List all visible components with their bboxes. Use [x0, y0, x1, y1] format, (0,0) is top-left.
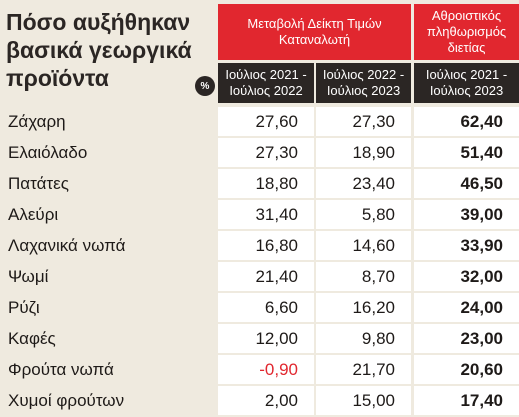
cell-value: 16,80: [218, 231, 314, 260]
cell-value: 2,00: [218, 386, 314, 415]
row-label: Χυμοί φρούτων: [8, 390, 125, 410]
cell-value: 51,40: [414, 138, 519, 167]
cell-value: 27,30: [218, 138, 314, 167]
cell-value: 27,30: [316, 107, 411, 136]
cell-value: -0,90: [218, 355, 314, 384]
group-header: Μεταβολή Δείκτη Τιμών Καταναλωτή: [218, 4, 411, 60]
cell-value: 62,40: [414, 107, 519, 136]
row-label: Αλεύρι: [8, 204, 59, 224]
row-label: Πατάτες: [8, 173, 69, 193]
title-line: βασικά γεωργικά: [6, 37, 192, 63]
cell-value: 33,90: [414, 231, 519, 260]
cell-value: 20,60: [414, 355, 519, 384]
row-label: Λαχανικά νωπά: [8, 235, 126, 255]
column-header: Ιούλιος 2022 - Ιούλιος 2023: [316, 63, 411, 103]
percent-badge: %: [195, 76, 215, 96]
row-label: Ζάχαρη: [8, 111, 66, 131]
cell-value: 46,50: [414, 169, 519, 198]
row-label: Ελαιόλαδο: [8, 142, 88, 162]
row-label: Ρύζι: [8, 297, 40, 317]
cell-value: 17,40: [414, 386, 519, 415]
row-label: Ψωμί: [8, 266, 49, 286]
cell-value: 12,00: [218, 324, 314, 353]
title: Πόσο αυξήθηκαν βασικά γεωργικά προϊόντα: [6, 8, 192, 92]
cell-value: 14,60: [316, 231, 411, 260]
cell-value: 8,70: [316, 262, 411, 291]
cell-value: 18,90: [316, 138, 411, 167]
cell-value: 6,60: [218, 293, 314, 322]
cell-value: 24,00: [414, 293, 519, 322]
cell-value: 21,70: [316, 355, 411, 384]
cell-value: 5,80: [316, 200, 411, 229]
cell-value: 9,80: [316, 324, 411, 353]
cell-value: 23,00: [414, 324, 519, 353]
cell-value: 31,40: [218, 200, 314, 229]
cell-value: 39,00: [414, 200, 519, 229]
title-line: Πόσο αυξήθηκαν: [6, 9, 191, 35]
cell-value: 15,00: [316, 386, 411, 415]
row-label: Καφές: [8, 328, 56, 348]
title-line: προϊόντα: [6, 65, 109, 91]
cell-value: 32,00: [414, 262, 519, 291]
column-header: Ιούλιος 2021 - Ιούλιος 2022: [218, 63, 314, 103]
cell-value: 16,20: [316, 293, 411, 322]
column-header: Ιούλιος 2021 - Ιούλιος 2023: [414, 63, 519, 103]
cell-value: 23,40: [316, 169, 411, 198]
cell-value: 18,80: [218, 169, 314, 198]
group-header: Αθροιστικός πληθωρισμός διετίας: [414, 4, 519, 60]
cell-value: 27,60: [218, 107, 314, 136]
row-label: Φρούτα νωπά: [8, 359, 114, 379]
cell-value: 21,40: [218, 262, 314, 291]
